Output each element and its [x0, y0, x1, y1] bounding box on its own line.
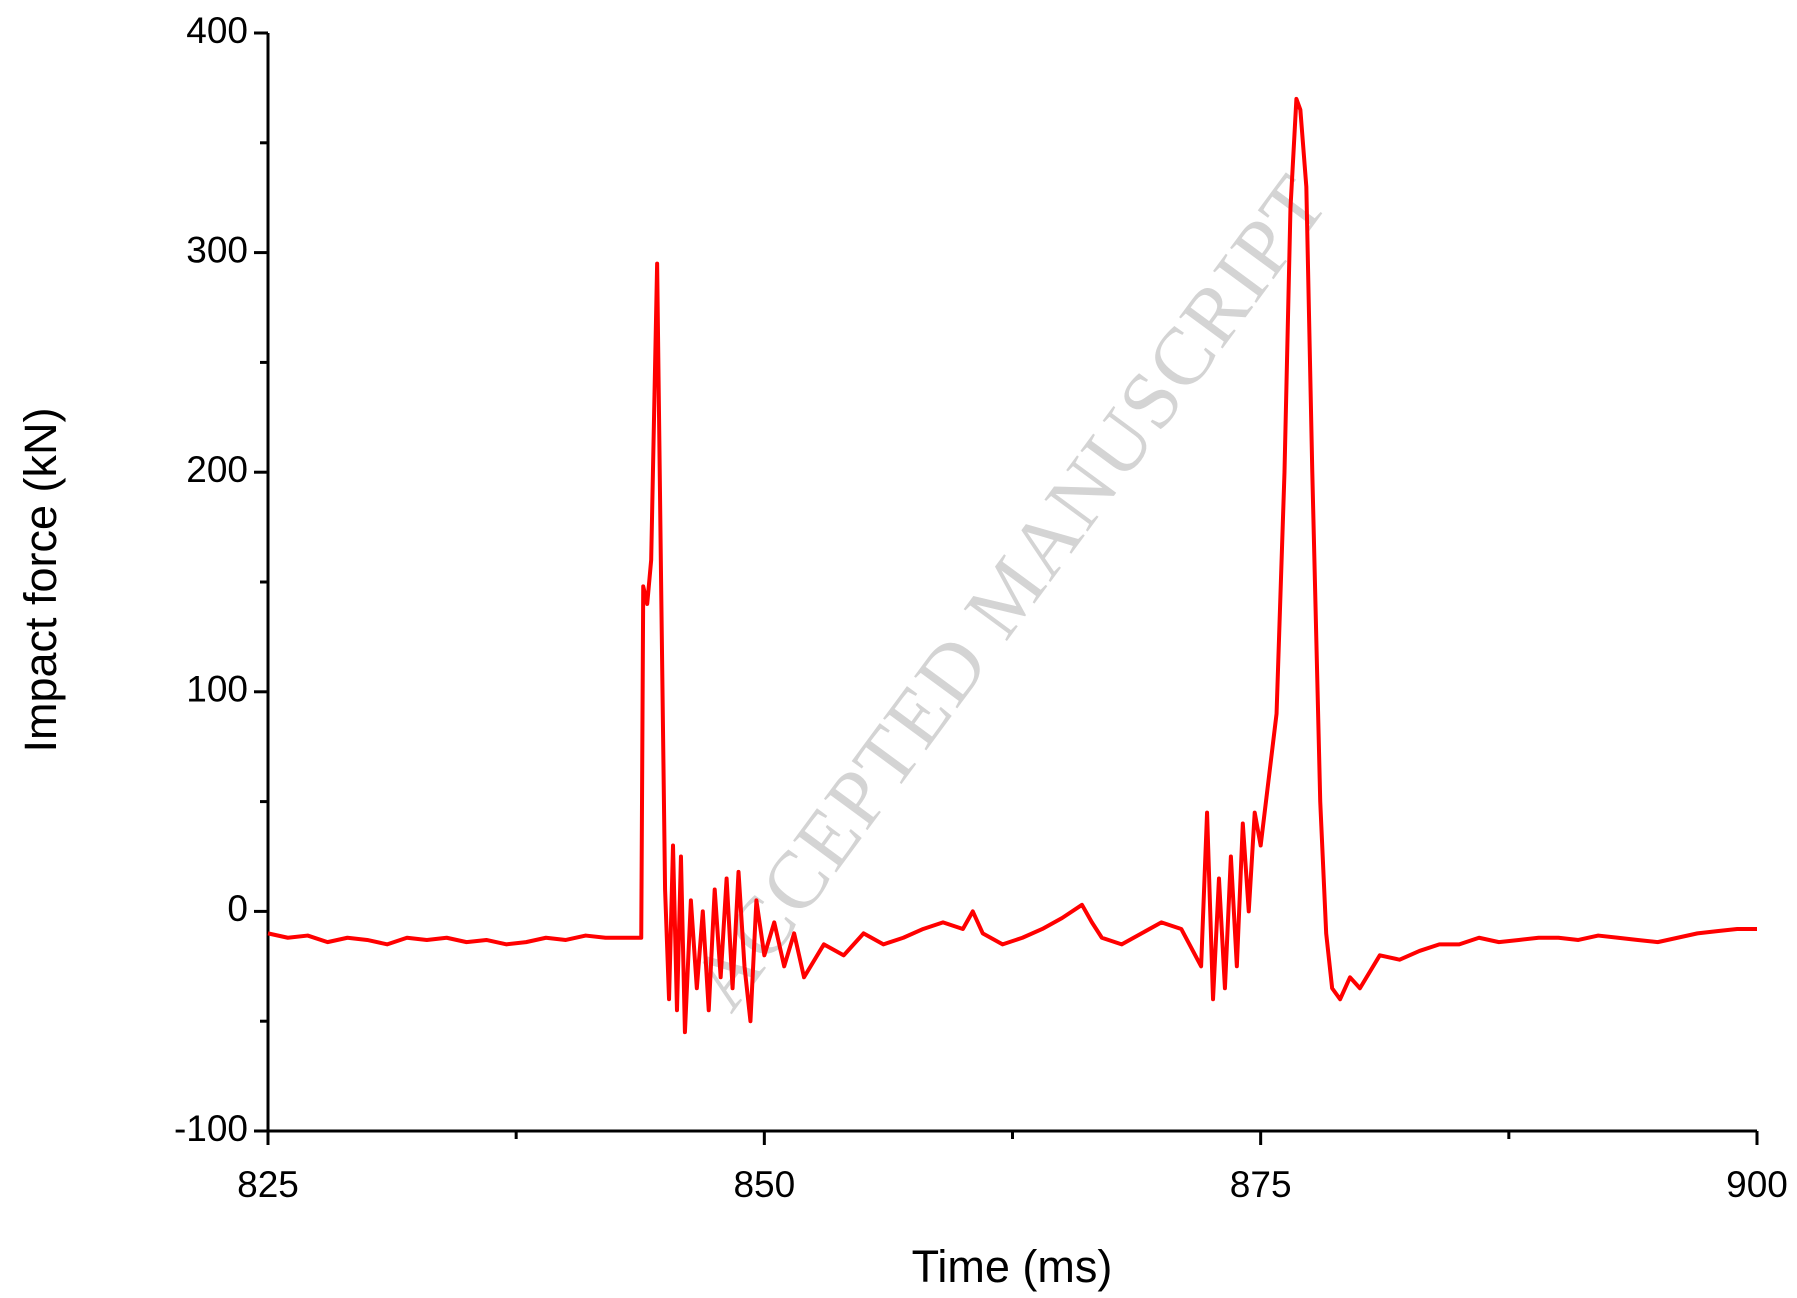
y-tick-label: 300 [186, 229, 248, 270]
data-line [267, 96, 1757, 1035]
y-tick-label: 100 [186, 669, 248, 710]
x-tick-label: 825 [237, 1164, 299, 1205]
watermark: ACCEPTED MANUSCRIPT [672, 158, 1345, 1026]
x-tick-label: 850 [733, 1164, 795, 1205]
y-tick-label: -100 [174, 1108, 248, 1149]
y-tick-label: 0 [227, 888, 248, 929]
y-tick-label: 200 [186, 449, 248, 490]
x-axis-label: Time (ms) [912, 1241, 1113, 1292]
x-tick-label: 875 [1230, 1164, 1292, 1205]
y-tick-label: 400 [186, 10, 248, 51]
x-tick-label: 900 [1726, 1164, 1788, 1205]
y-axis-label: Impact force (kN) [15, 407, 66, 752]
